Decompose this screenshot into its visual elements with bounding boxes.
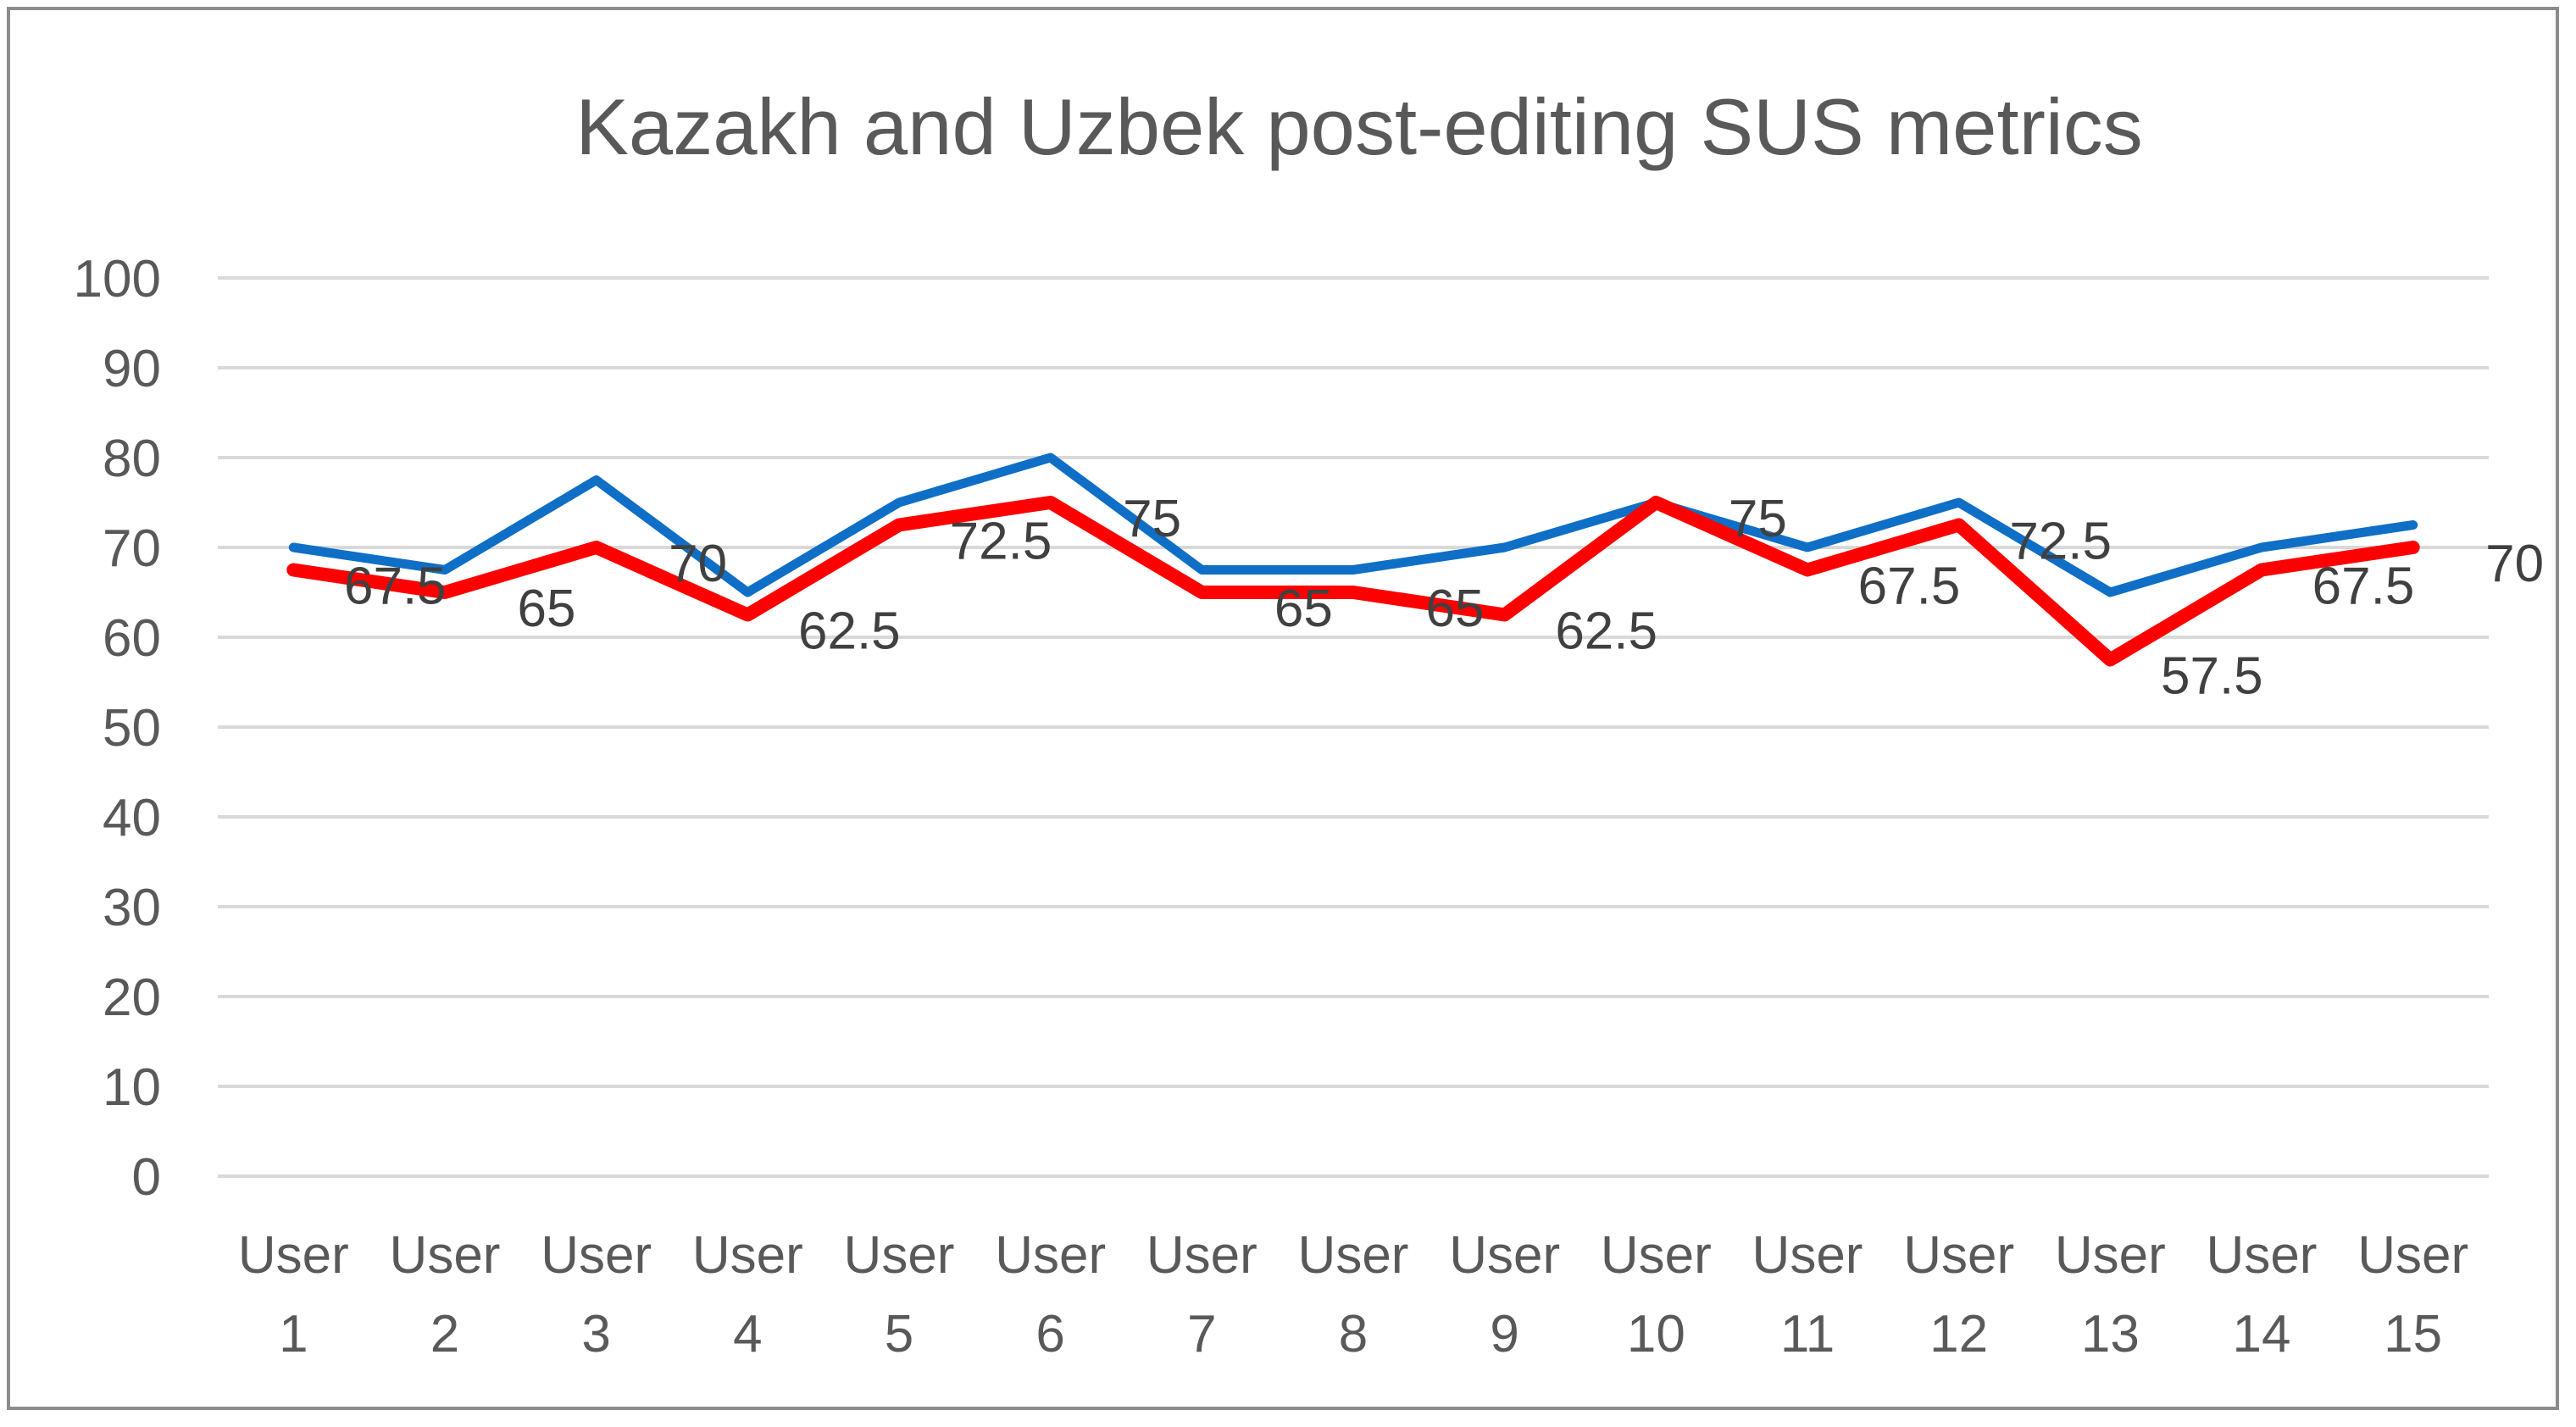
data-label: 57.5 [2161,647,2263,706]
data-label: 65 [518,580,576,638]
x-tick-label: User 5 [844,1226,955,1363]
x-tick-label-line1: User [2207,1226,2318,1285]
x-tick-label-line1: User [995,1226,1106,1285]
x-tick-label-line2: 7 [1187,1305,1216,1363]
y-tick-label: 10 [103,1058,161,1117]
x-tick-label-line2: 8 [1339,1305,1368,1363]
x-tick-label-line1: User [1146,1226,1257,1285]
data-label: 70 [2485,535,2544,593]
y-tick-label: 30 [103,879,161,937]
x-tick-label: User 3 [541,1226,652,1363]
data-label: 75 [1729,490,1787,548]
x-tick-label: User 14 [2207,1226,2318,1363]
data-label: 70 [669,535,727,593]
y-tick-label: 100 [74,250,161,308]
x-tick-label-line2: 12 [1929,1305,1988,1363]
x-tick-label: User 15 [2357,1226,2468,1363]
x-tick-label-line2: 11 [1780,1305,1835,1363]
x-tick-label-line1: User [390,1226,501,1285]
x-tick-label-line2: 10 [1627,1305,1685,1363]
data-label: 75 [1123,490,1181,548]
x-tick-label: User 13 [2055,1226,2166,1363]
x-tick-label: User 4 [692,1226,803,1363]
data-label: 67.5 [2312,558,2415,616]
x-tick-label-line1: User [1903,1226,2014,1285]
x-tick-label-line2: 3 [581,1305,610,1363]
x-tick-label: User 6 [995,1226,1106,1363]
x-tick-label-line2: 1 [279,1305,308,1363]
x-tick-label-line1: User [1752,1226,1863,1285]
data-label: 65 [1426,580,1485,638]
line-chart: Kazakh and Uzbek post-editing SUS metric… [74,82,2545,1363]
x-tick-label-line1: User [541,1226,652,1285]
x-tick-label: User 10 [1601,1226,1712,1363]
x-tick-label-line1: User [2055,1226,2166,1285]
x-tick-label-line2: 5 [885,1305,913,1363]
x-tick-label: User 8 [1298,1226,1409,1363]
x-tick-label-line1: User [844,1226,955,1285]
x-tick-label-line1: User [1298,1226,1409,1285]
x-tick-label-line2: 6 [1035,1305,1064,1363]
x-tick-label: User 9 [1449,1226,1560,1363]
x-tick-label-line2: 13 [2081,1305,2140,1363]
y-tick-label: 0 [132,1148,161,1207]
x-tick-label-line1: User [1449,1226,1560,1285]
data-label: 72.5 [950,513,1052,571]
data-label: 67.5 [1858,558,1961,616]
x-tick-label: User 1 [238,1226,349,1363]
chart-frame: Kazakh and Uzbek post-editing SUS metric… [7,7,2559,1410]
y-axis-ticks: 0 10 20 30 40 50 60 70 80 90 100 [74,250,161,1207]
x-tick-label-line2: 4 [733,1305,762,1363]
y-tick-label: 20 [103,969,161,1027]
y-tick-label: 90 [103,340,161,398]
x-tick-label: User 11 [1752,1226,1863,1363]
series-line-1 [288,453,2418,597]
series-line-2 [286,496,2420,667]
y-tick-label: 40 [103,789,161,847]
data-label: 62.5 [798,602,901,661]
x-axis-ticks: User 1 User 2 User 3 User 4 User 5 User 6 User 7 User 8… [238,1226,2468,1363]
gridlines [218,276,2489,1178]
x-tick-label-line2: 14 [2233,1305,2291,1363]
series-lines [286,453,2420,667]
chart-title: Kazakh and Uzbek post-editing SUS metric… [575,82,2143,171]
data-label: 67.5 [344,558,447,616]
x-tick-label-line2: 15 [2384,1305,2442,1363]
y-tick-label: 70 [103,519,161,578]
x-tick-label-line1: User [2357,1226,2468,1285]
x-tick-label-line1: User [238,1226,349,1285]
y-tick-label: 50 [103,699,161,758]
x-tick-label: User 12 [1903,1226,2014,1363]
data-labels: 67.5 65 70 62.5 72.5 75 65 65 62.5 75 67.5 72.5 57.5… [344,490,2544,706]
x-tick-label-line2: 2 [430,1305,459,1363]
y-tick-label: 60 [103,609,161,668]
y-tick-label: 80 [103,430,161,488]
x-tick-label-line1: User [692,1226,803,1285]
data-label: 62.5 [1555,602,1657,661]
data-label: 72.5 [2009,513,2112,571]
x-tick-label: User 2 [390,1226,501,1363]
data-label: 65 [1274,580,1333,638]
x-tick-label: User 7 [1146,1226,1257,1363]
x-tick-label-line1: User [1601,1226,1712,1285]
x-tick-label-line2: 9 [1490,1305,1518,1363]
